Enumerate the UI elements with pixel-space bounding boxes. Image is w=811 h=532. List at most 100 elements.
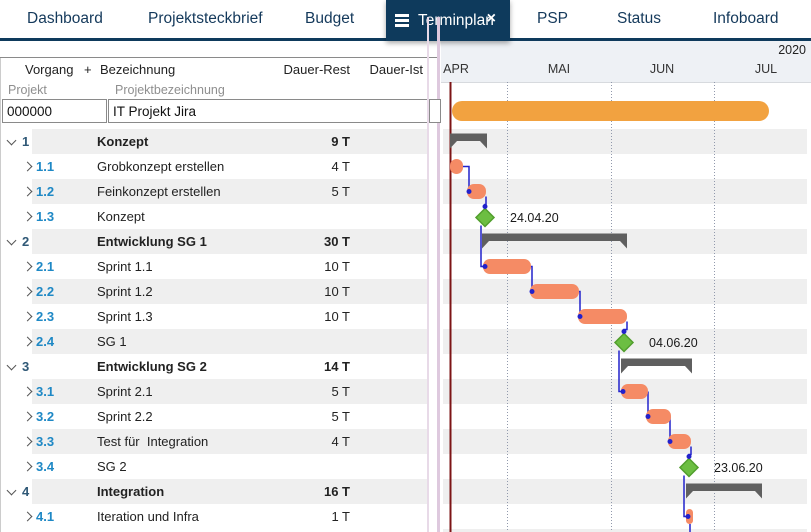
- gantt-task-bar[interactable]: [646, 409, 671, 424]
- project-summary-bar[interactable]: [452, 101, 769, 121]
- column-header-dauer-ist[interactable]: Dauer-Ist: [369, 62, 423, 77]
- gantt-task-bar[interactable]: [483, 259, 531, 274]
- dependency-connector: [579, 290, 581, 317]
- task-rows: 1 Konzept 9 T 1.1 Grobkonzept erstellen 4 T 1.…: [0, 129, 437, 532]
- chevron-down-icon[interactable]: [6, 235, 17, 246]
- task-number: 2: [22, 234, 30, 249]
- table-row[interactable]: 3.1 Sprint 2.1 5 T: [0, 379, 437, 404]
- row-stripe: [32, 179, 427, 204]
- tab-projektsteckbrief[interactable]: Projektsteckbrief: [148, 10, 263, 27]
- table-row[interactable]: 3 Entwicklung SG 2 14 T: [0, 354, 437, 379]
- gantt-summary-bar[interactable]: [482, 233, 627, 249]
- month-label-mai: MAI: [547, 62, 571, 76]
- gantt-task-bar[interactable]: [621, 384, 648, 399]
- task-number: 1.2: [36, 184, 55, 199]
- chevron-down-icon[interactable]: [6, 135, 17, 146]
- chevron-right-icon[interactable]: [22, 311, 33, 322]
- column-header-dauer-rest[interactable]: Dauer-Rest: [283, 62, 350, 77]
- table-row[interactable]: 2 Entwicklung SG 1 30 T: [0, 229, 437, 254]
- chevron-right-icon[interactable]: [22, 336, 33, 347]
- table-row[interactable]: 4 Integration 16 T: [0, 479, 437, 504]
- table-row[interactable]: 2.1 Sprint 1.1 10 T: [0, 254, 437, 279]
- milestone-diamond[interactable]: [678, 457, 700, 478]
- chevron-right-icon[interactable]: [22, 211, 33, 222]
- plus-icon[interactable]: +: [84, 62, 92, 77]
- gantt-summary-bar[interactable]: [686, 483, 762, 499]
- tab-infoboard[interactable]: Infoboard: [713, 10, 779, 27]
- gantt-summary-bar[interactable]: [621, 358, 692, 374]
- column-header-vorgang[interactable]: Vorgang: [25, 62, 74, 77]
- gantt-task-bar[interactable]: [467, 184, 486, 199]
- task-name: Sprint 2.2: [97, 409, 153, 424]
- task-duration: 1 T: [331, 509, 350, 524]
- table-row[interactable]: 2.2 Sprint 1.2 10 T: [0, 279, 437, 304]
- gantt-task-bar[interactable]: [578, 309, 627, 324]
- projekt-label: Projekt: [8, 83, 47, 97]
- projekt-number-input[interactable]: [2, 99, 107, 123]
- tab-terminplan[interactable]: Terminplan ×: [386, 0, 510, 41]
- table-row[interactable]: 2.3 Sprint 1.3 10 T: [0, 304, 437, 329]
- table-row[interactable]: 3.2 Sprint 2.2 5 T: [0, 404, 437, 429]
- task-name: SG 2: [97, 459, 127, 474]
- tab-budget[interactable]: Budget: [305, 10, 355, 27]
- chevron-right-icon[interactable]: [22, 436, 33, 447]
- milestone-date-label: 23.06.20: [714, 461, 763, 475]
- top-nav: Dashboard Projektsteckbrief Budget Termi…: [0, 0, 811, 41]
- gantt-task-bar[interactable]: [450, 159, 463, 174]
- tab-dashboard[interactable]: Dashboard: [27, 10, 103, 27]
- projektbezeichnung-label: Projektbezeichnung: [115, 83, 225, 97]
- table-row[interactable]: 4.1 Iteration und Infra 1 T: [0, 504, 437, 529]
- column-header-bezeichnung[interactable]: Bezeichnung: [100, 62, 176, 77]
- input-fragment[interactable]: [429, 99, 441, 123]
- gantt-row-stripe: [443, 429, 807, 454]
- connector-node: [667, 439, 673, 444]
- task-name: Sprint 2.1: [97, 384, 153, 399]
- tab-status[interactable]: Status: [617, 10, 661, 27]
- task-number: 2.4: [36, 334, 55, 349]
- table-row[interactable]: 3.4 SG 2: [0, 454, 437, 479]
- gantt-task-bar[interactable]: [530, 284, 579, 299]
- table-row[interactable]: 3.3 Test für Integration 4 T: [0, 429, 437, 454]
- panel-splitter[interactable]: [437, 17, 440, 532]
- chevron-right-icon[interactable]: [22, 261, 33, 272]
- table-row[interactable]: 1 Konzept 9 T: [0, 129, 437, 154]
- task-duration: 5 T: [331, 409, 350, 424]
- gantt-task-bar[interactable]: [668, 434, 691, 449]
- chevron-down-icon[interactable]: [6, 485, 17, 496]
- task-number: 2.3: [36, 309, 55, 324]
- task-number: 3.3: [36, 434, 55, 449]
- chevron-right-icon[interactable]: [22, 411, 33, 422]
- gantt-row-stripe: [443, 179, 807, 204]
- table-left-border: [0, 57, 1, 532]
- connector-node: [620, 389, 626, 394]
- task-name: Konzept: [97, 134, 149, 149]
- gantt-summary-bar[interactable]: [450, 133, 487, 149]
- task-duration: 4 T: [331, 159, 350, 174]
- task-duration: 30 T: [323, 234, 350, 249]
- tab-psp[interactable]: PSP: [537, 10, 569, 27]
- chevron-right-icon[interactable]: [22, 461, 33, 472]
- chevron-right-icon[interactable]: [22, 186, 33, 197]
- milestone-diamond[interactable]: [474, 207, 496, 228]
- connector-node: [685, 514, 691, 519]
- table-header: Vorgang + Bezeichnung Dauer-Rest Dauer-I…: [0, 57, 437, 81]
- projektbezeichnung-input[interactable]: [108, 99, 429, 123]
- table-row[interactable]: 1.1 Grobkonzept erstellen 4 T: [0, 154, 437, 179]
- chevron-right-icon[interactable]: [22, 511, 33, 522]
- table-row[interactable]: 1.2 Feinkonzept erstellen 5 T: [0, 179, 437, 204]
- month-label-jun: JUN: [649, 62, 675, 76]
- chevron-right-icon[interactable]: [22, 386, 33, 397]
- milestone-diamond[interactable]: [613, 332, 635, 353]
- menu-icon[interactable]: [395, 14, 409, 27]
- chevron-right-icon[interactable]: [22, 286, 33, 297]
- year-label: 2020: [778, 43, 806, 57]
- table-row[interactable]: 1.3 Konzept: [0, 204, 437, 229]
- close-tab-icon[interactable]: ×: [486, 10, 496, 27]
- task-number: 3.1: [36, 384, 55, 399]
- row-stripe: [32, 129, 427, 154]
- chevron-down-icon[interactable]: [6, 360, 17, 371]
- table-row[interactable]: 2.4 SG 1: [0, 329, 437, 354]
- chevron-right-icon[interactable]: [22, 161, 33, 172]
- task-name: Konzept: [97, 209, 145, 224]
